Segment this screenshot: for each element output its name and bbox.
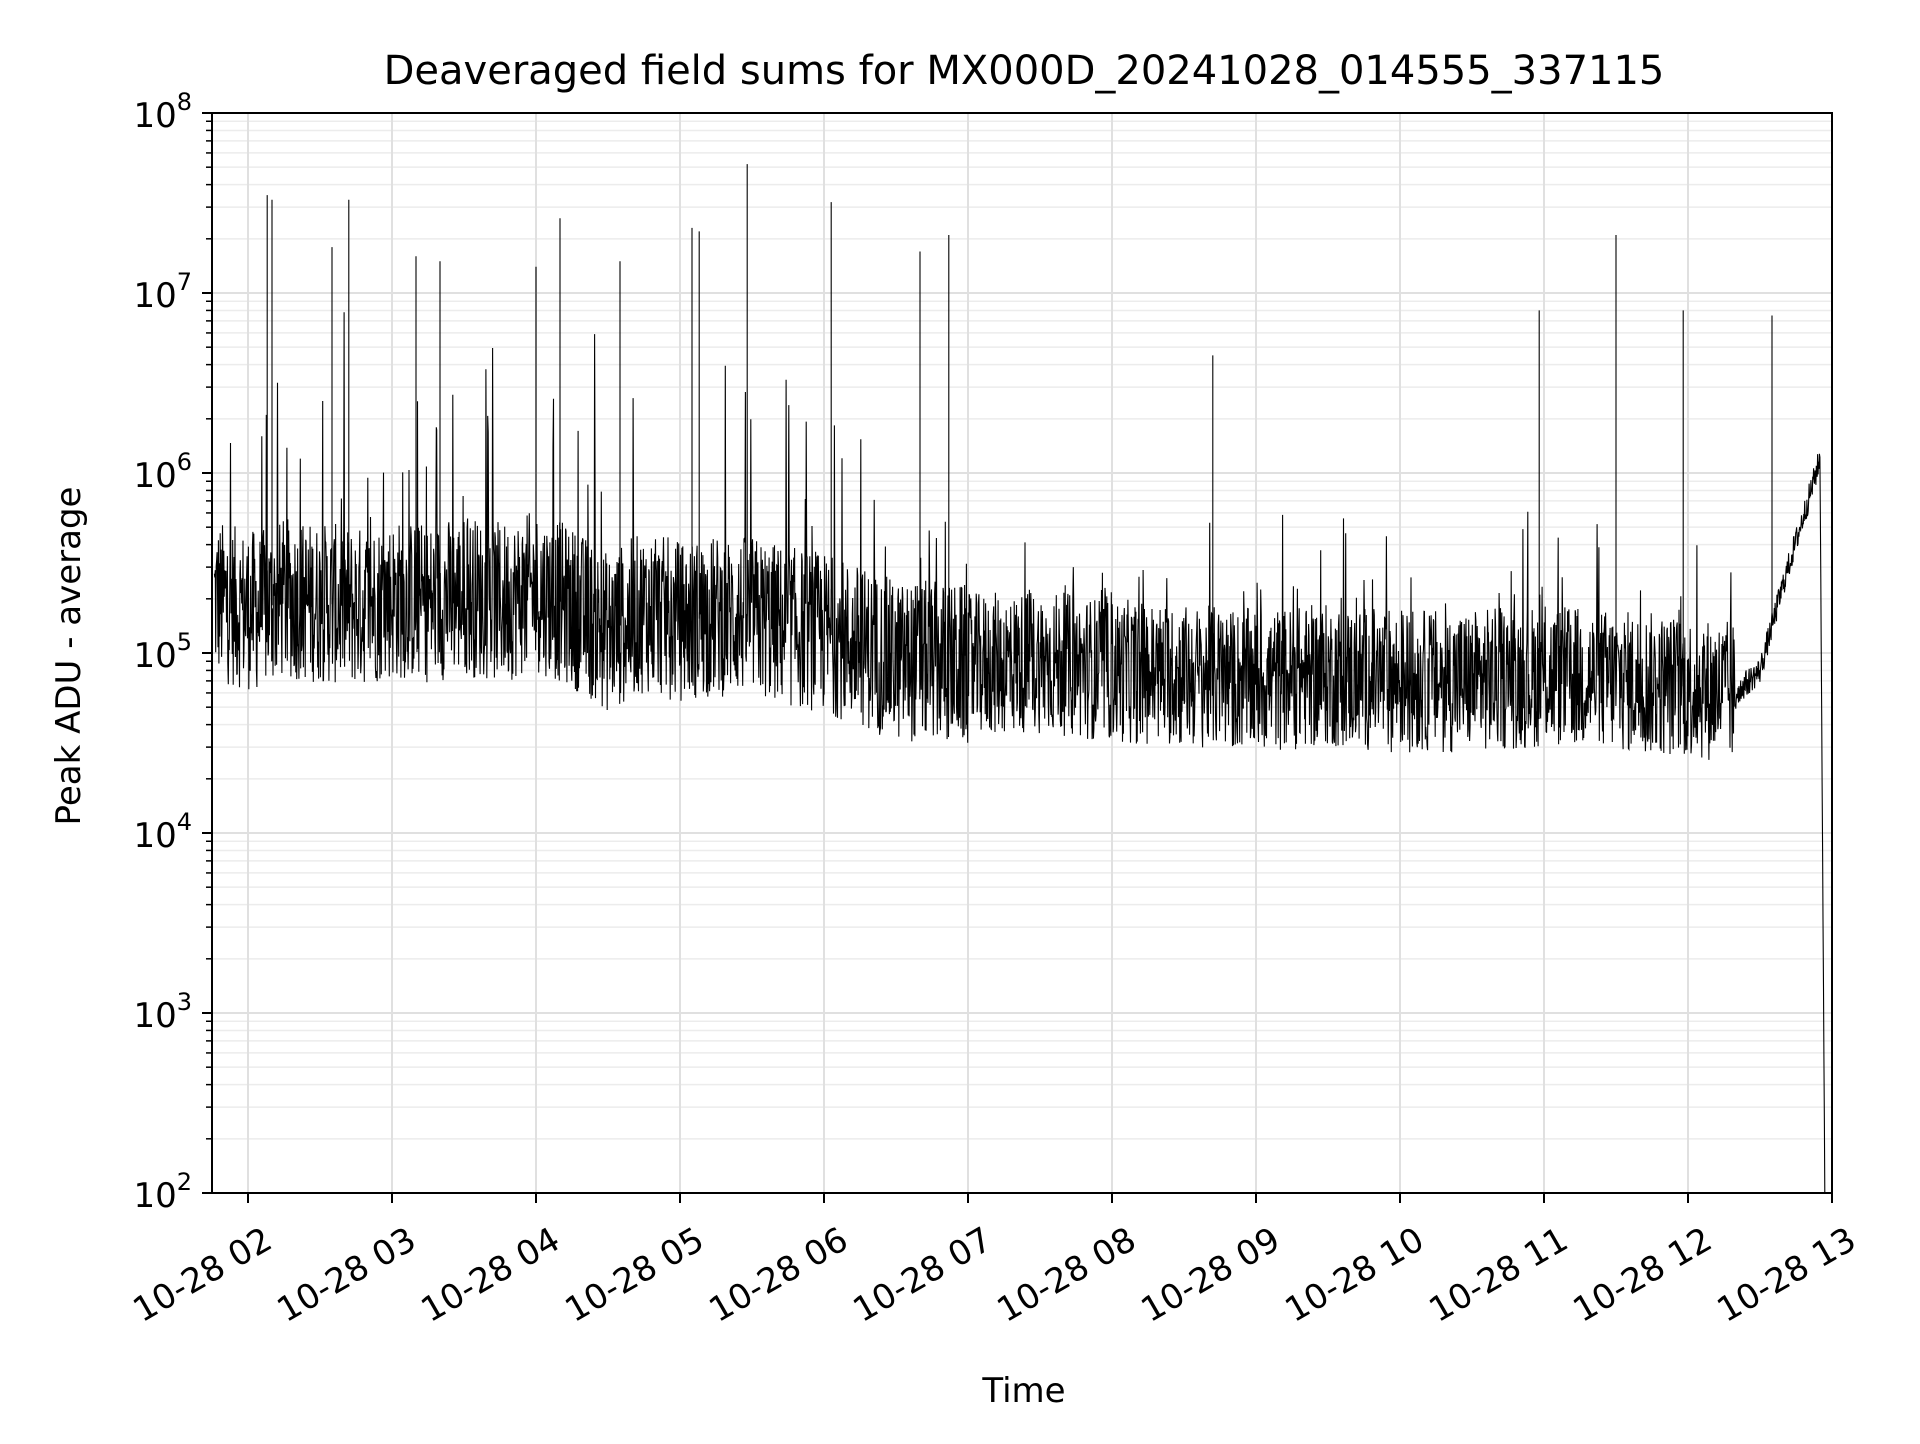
chart-title: Deaveraged field sums for MX000D_2024102…: [384, 48, 1665, 94]
y-tick-exponent: 4: [177, 808, 192, 836]
grid: [212, 112, 1833, 1194]
y-tick-exponent: 2: [177, 1168, 192, 1196]
y-tick-exponent: 3: [177, 988, 192, 1016]
y-tick-exponent: 8: [177, 88, 192, 116]
plot-data: [213, 164, 1826, 1194]
y-axis-label: Peak ADU - average: [49, 487, 89, 826]
y-tick-exponent: 7: [177, 268, 192, 296]
x-axis-label: Time: [981, 1371, 1065, 1411]
series-line: [213, 312, 1826, 1194]
series-spikes: [266, 164, 1773, 687]
y-tick-exponent: 5: [177, 628, 192, 656]
y-tick-exponent: 6: [177, 448, 192, 476]
y-tick-label: 107: [133, 268, 192, 316]
